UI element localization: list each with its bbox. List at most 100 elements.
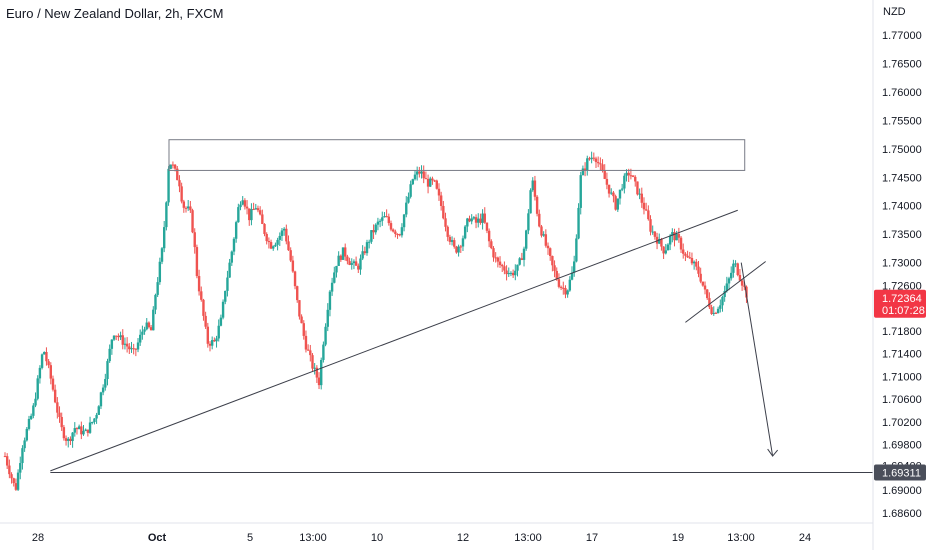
candle-body xyxy=(450,240,454,242)
x-tick-label: 17 xyxy=(586,532,598,544)
candle-body xyxy=(10,474,13,479)
candle-body xyxy=(32,405,35,416)
candle-body xyxy=(712,312,715,314)
candle-body xyxy=(136,342,140,350)
candle-body xyxy=(743,285,746,287)
x-tick-label: 12 xyxy=(457,532,469,544)
candle-body xyxy=(394,231,397,234)
x-tick-label: 28 xyxy=(32,532,44,544)
candle-body xyxy=(274,244,277,247)
candle-body xyxy=(596,162,600,164)
y-tick-label: 1.76500 xyxy=(882,58,922,70)
candle-body xyxy=(590,157,593,160)
candle-body xyxy=(671,232,674,236)
candle-body xyxy=(396,233,399,235)
candle-body xyxy=(675,234,678,241)
candle-body xyxy=(494,257,497,259)
candle-body xyxy=(721,296,724,306)
candle-body xyxy=(80,426,83,435)
candle-body xyxy=(660,239,663,247)
candle-body xyxy=(516,264,519,271)
candle-body xyxy=(435,180,438,189)
rising-trendline[interactable] xyxy=(50,209,738,472)
candle-body xyxy=(431,178,434,181)
candle-body xyxy=(180,186,183,202)
candle-body xyxy=(86,429,90,433)
candle-body xyxy=(346,256,349,262)
candle-body xyxy=(60,416,63,428)
candles xyxy=(3,151,748,492)
candle-body xyxy=(8,465,11,475)
candle-body xyxy=(178,180,181,187)
candle-body xyxy=(276,239,279,245)
candle-body xyxy=(58,412,61,417)
candle-body xyxy=(145,322,148,330)
candle-body xyxy=(36,378,39,399)
candle-body xyxy=(193,232,196,248)
x-tick-label: 13:00 xyxy=(727,532,755,544)
candle-body xyxy=(165,202,168,228)
candle-body xyxy=(40,354,44,368)
candle-body xyxy=(568,279,572,291)
candle-body xyxy=(485,222,489,231)
candle-body xyxy=(95,414,98,419)
candle-body xyxy=(564,288,567,295)
candle-body xyxy=(538,213,541,227)
candle-body xyxy=(348,261,351,265)
candle-body xyxy=(25,428,29,441)
projection-arrow[interactable] xyxy=(740,262,774,457)
candle-body xyxy=(413,174,417,180)
candle-body xyxy=(533,180,537,197)
candle-body xyxy=(359,258,362,270)
candle-body xyxy=(287,241,290,251)
candle-body xyxy=(453,240,456,247)
candle-body xyxy=(104,379,107,388)
last-price-label: 1.72364 xyxy=(882,293,922,305)
candle-body xyxy=(490,241,493,249)
candle-body xyxy=(642,202,646,210)
candle-body xyxy=(296,286,299,301)
candle-body xyxy=(723,290,726,297)
candle-body xyxy=(210,340,214,346)
candle-body xyxy=(429,178,432,187)
candle-body xyxy=(73,428,76,433)
candle-body xyxy=(640,193,643,203)
candle-body xyxy=(559,286,563,288)
candle-body xyxy=(546,245,550,249)
candle-body xyxy=(344,247,347,257)
candle-body xyxy=(612,192,615,197)
candle-body xyxy=(215,338,218,342)
candle-body xyxy=(121,335,124,345)
candle-body xyxy=(570,272,574,280)
candle-body xyxy=(160,248,164,262)
candle-body xyxy=(398,234,401,236)
x-tick-label: 19 xyxy=(672,532,684,544)
candle-body xyxy=(5,456,9,466)
candle-body xyxy=(439,195,443,206)
wedge-lower-line[interactable] xyxy=(685,261,766,323)
y-tick-label: 1.74000 xyxy=(882,201,922,213)
candle-body xyxy=(158,261,162,283)
candle-body xyxy=(23,440,26,449)
candle-body xyxy=(426,178,430,187)
candle-body xyxy=(407,196,410,203)
candle-body xyxy=(422,171,425,179)
candle-body xyxy=(221,301,225,318)
candle-body xyxy=(511,272,515,276)
candle-body xyxy=(562,287,565,289)
candle-body xyxy=(239,204,242,208)
candle-body xyxy=(99,392,103,407)
resistance-zone[interactable] xyxy=(168,139,746,171)
candle-body xyxy=(53,389,57,403)
y-tick-label: 1.71000 xyxy=(882,371,922,383)
drawings xyxy=(50,139,873,474)
candle-body xyxy=(91,422,94,424)
candle-body xyxy=(716,308,720,314)
candle-body xyxy=(45,351,48,362)
y-tick-label: 1.76000 xyxy=(882,87,922,99)
candle-body xyxy=(206,326,210,344)
candle-body xyxy=(97,406,100,415)
candle-body xyxy=(736,263,739,276)
candle-body xyxy=(250,209,253,221)
